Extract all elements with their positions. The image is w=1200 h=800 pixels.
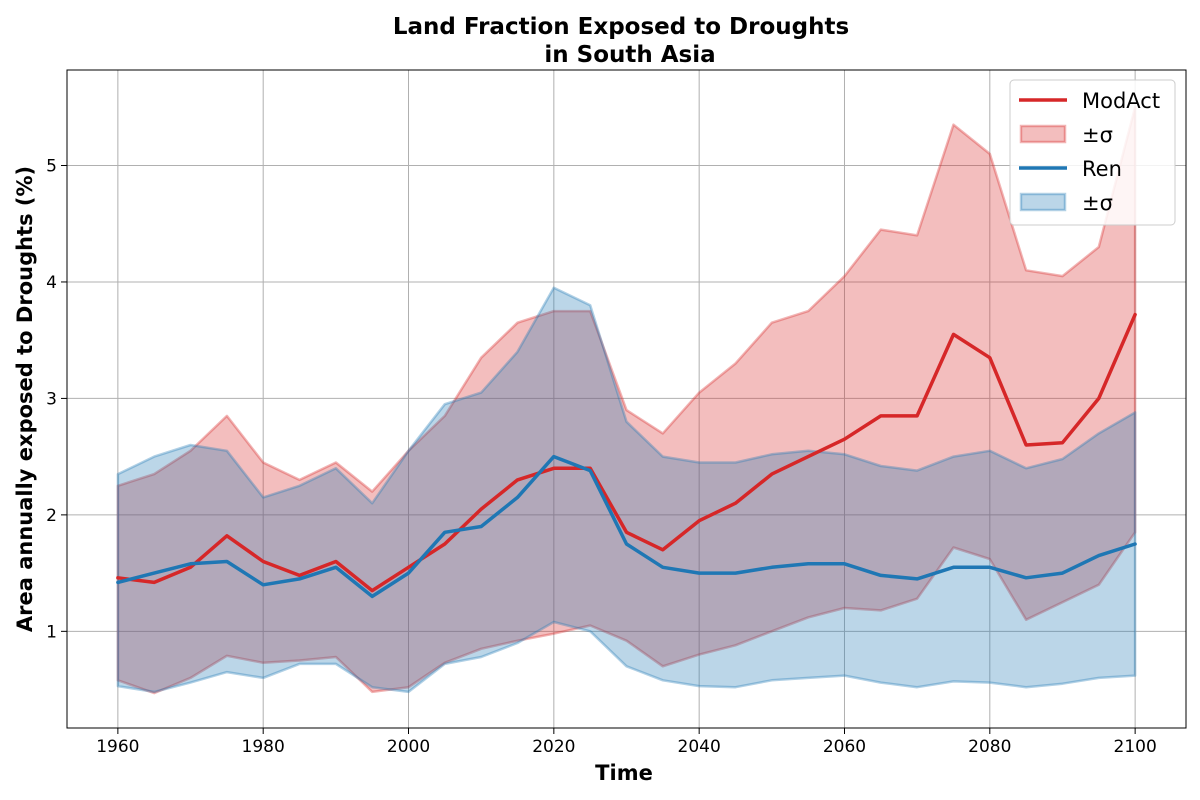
x-tick-label: 2060: [823, 737, 866, 757]
x-axis-label: Time: [595, 761, 653, 785]
x-tick-label: 2000: [387, 737, 430, 757]
y-tick-label: 4: [46, 273, 57, 293]
x-tick-label: 2080: [968, 737, 1011, 757]
legend-box: [1009, 79, 1176, 226]
y-tick-label: 5: [46, 156, 57, 176]
x-tick-label: 1960: [96, 737, 139, 757]
legend-label: ModAct: [1082, 89, 1160, 113]
x-tick-label: 2100: [1114, 737, 1157, 757]
legend-swatch-modact-band: [1019, 124, 1067, 144]
x-tick-label: 1980: [242, 737, 285, 757]
axis-ticks: 1960 1980 2000 2020 2040 2060 2080 2100 1 2 3 4 5: [46, 156, 1157, 757]
legend-swatch-ren-band: [1019, 192, 1067, 212]
legend: ModAct ±σ Ren ±σ: [1009, 79, 1176, 226]
y-tick-label: 1: [46, 622, 57, 642]
legend-label: Ren: [1082, 157, 1122, 181]
x-tick-label: 2040: [678, 737, 721, 757]
modact-sigma-band: [116, 106, 1137, 695]
mean-lines: [116, 312, 1137, 599]
x-tick-label: 2020: [532, 737, 575, 757]
y-axis-label: Area annually exposed to Droughts (%): [13, 166, 37, 632]
ren-mean-line: [116, 454, 1137, 599]
y-tick-label: 3: [46, 389, 57, 409]
chart-title-line-1: Land Fraction Exposed to Droughts: [393, 14, 849, 40]
chart-title-line-2: in South Asia: [544, 42, 715, 68]
legend-label: ±σ: [1082, 123, 1113, 147]
modact-mean-line: [116, 312, 1137, 593]
plot-frame: [66, 69, 1187, 729]
y-tick-label: 2: [46, 506, 57, 526]
legend-label: ±σ: [1082, 191, 1113, 215]
